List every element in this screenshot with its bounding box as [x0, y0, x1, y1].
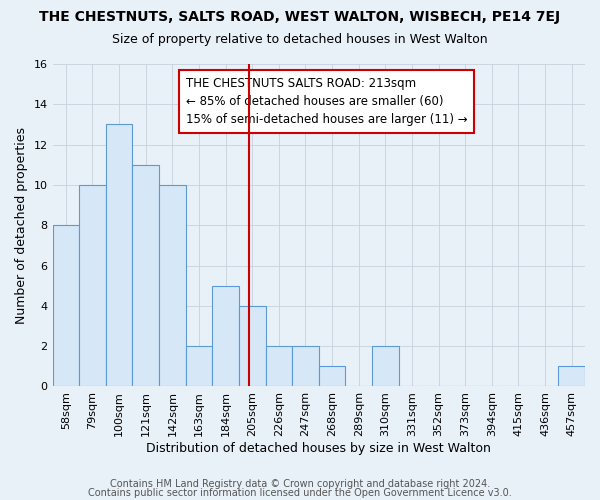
Bar	[133, 165, 159, 386]
Bar	[106, 124, 133, 386]
Text: Contains HM Land Registry data © Crown copyright and database right 2024.: Contains HM Land Registry data © Crown c…	[110, 479, 490, 489]
Text: Contains public sector information licensed under the Open Government Licence v3: Contains public sector information licen…	[88, 488, 512, 498]
Bar	[372, 346, 398, 387]
Bar	[79, 185, 106, 386]
Bar	[53, 225, 79, 386]
Text: THE CHESTNUTS SALTS ROAD: 213sqm
← 85% of detached houses are smaller (60)
15% o: THE CHESTNUTS SALTS ROAD: 213sqm ← 85% o…	[185, 77, 467, 126]
Bar	[559, 366, 585, 386]
Bar	[266, 346, 292, 387]
X-axis label: Distribution of detached houses by size in West Walton: Distribution of detached houses by size …	[146, 442, 491, 455]
Bar	[239, 306, 266, 386]
Text: THE CHESTNUTS, SALTS ROAD, WEST WALTON, WISBECH, PE14 7EJ: THE CHESTNUTS, SALTS ROAD, WEST WALTON, …	[40, 10, 560, 24]
Bar	[292, 346, 319, 387]
Bar	[319, 366, 346, 386]
Text: Size of property relative to detached houses in West Walton: Size of property relative to detached ho…	[112, 32, 488, 46]
Bar	[212, 286, 239, 386]
Y-axis label: Number of detached properties: Number of detached properties	[15, 126, 28, 324]
Bar	[159, 185, 185, 386]
Bar	[185, 346, 212, 387]
